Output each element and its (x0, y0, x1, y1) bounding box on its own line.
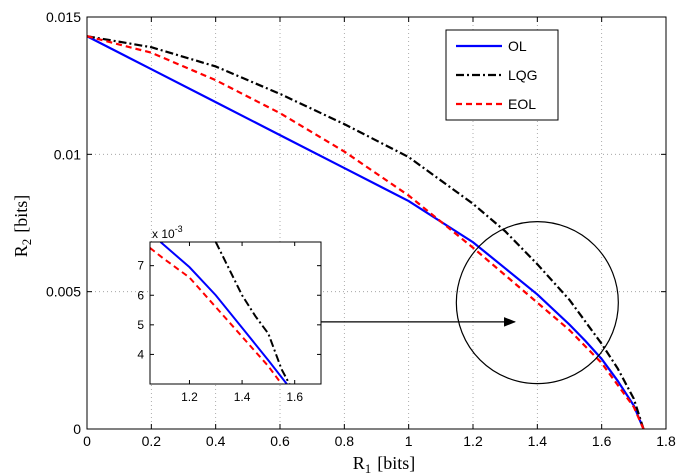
x-tick-label: 1.2 (463, 433, 483, 449)
zoom-circle (455, 221, 619, 385)
inset-x-tick-label: 1.4 (234, 390, 251, 404)
y-tick-label: 0.005 (46, 284, 81, 300)
inset-y-multiplier: x 10-3 (152, 224, 183, 241)
legend: OL LQG EOL (445, 29, 559, 121)
x-tick-label: 1 (405, 433, 413, 449)
x-tick-label: 0 (83, 433, 91, 449)
legend-label-ol: OL (508, 38, 527, 54)
inset-y-tick-label: 6 (137, 288, 144, 302)
y-tick-label: 0.015 (46, 9, 81, 25)
inset-x-tick-label: 1.2 (181, 390, 198, 404)
inset-background (150, 242, 321, 384)
main-ticks: 0 0.2 0.4 0.6 0.8 1 1.2 1.4 1.6 1.8 0 0.005 0.01 0.01… (46, 9, 676, 449)
legend-label-lqg: LQG (508, 67, 538, 83)
inset-x-tick-label: 1.6 (286, 390, 303, 404)
inset-series-line-lqg (214, 242, 291, 384)
main-plot-frame (86, 16, 667, 430)
inset-plot-frame (149, 241, 322, 385)
series-line-eol (87, 35, 645, 429)
x-tick-label: 0.8 (335, 433, 355, 449)
x-tick-label: 1.4 (528, 433, 548, 449)
y-tick-label: 0 (73, 421, 81, 437)
main-series-group (87, 35, 645, 429)
x-tick-label: 0.4 (206, 433, 226, 449)
inset-series-group (150, 242, 291, 384)
y-axis-label: R2[bits] (11, 195, 34, 258)
x-tick-label: 1.8 (656, 433, 676, 449)
inset-y-tick-label: 5 (137, 318, 144, 332)
x-tick-label: 0.2 (142, 433, 162, 449)
inset-ticks: 1.2 1.4 1.6 4 5 6 7 (137, 242, 321, 404)
x-axis-label: R1 [bits] (353, 453, 416, 473)
x-tick-label: 0.6 (270, 433, 290, 449)
legend-label-eol: EOL (508, 96, 536, 112)
inset-series-line-ol (159, 242, 288, 384)
inset-y-tick-label: 7 (137, 259, 144, 273)
y-tick-label: 0.01 (54, 146, 81, 162)
series-line-lqg (87, 35, 645, 429)
inset-y-tick-label: 4 (137, 347, 144, 361)
x-tick-label: 1.6 (592, 433, 612, 449)
series-line-ol (87, 35, 645, 429)
